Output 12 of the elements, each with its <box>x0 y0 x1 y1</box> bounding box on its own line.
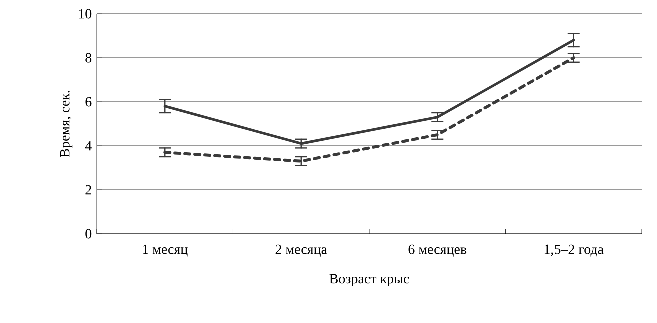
y-tick-label: 2 <box>86 185 92 195</box>
x-tick-label: 1 месяц <box>143 244 188 257</box>
x-tick-label: 1,5–2 года <box>544 244 604 257</box>
x-axis-title: Возраст крыс <box>330 274 410 287</box>
x-tick-label: 6 месяцев <box>408 244 467 257</box>
y-tick-label: 6 <box>86 97 92 107</box>
y-tick-label: 0 <box>86 229 92 239</box>
x-tick-label: 2 месяца <box>276 244 328 257</box>
y-axis-title: Время, сек. <box>60 91 73 158</box>
y-tick-label: 10 <box>79 9 92 19</box>
y-tick-label: 8 <box>86 53 92 63</box>
y-tick-label: 4 <box>85 141 92 151</box>
